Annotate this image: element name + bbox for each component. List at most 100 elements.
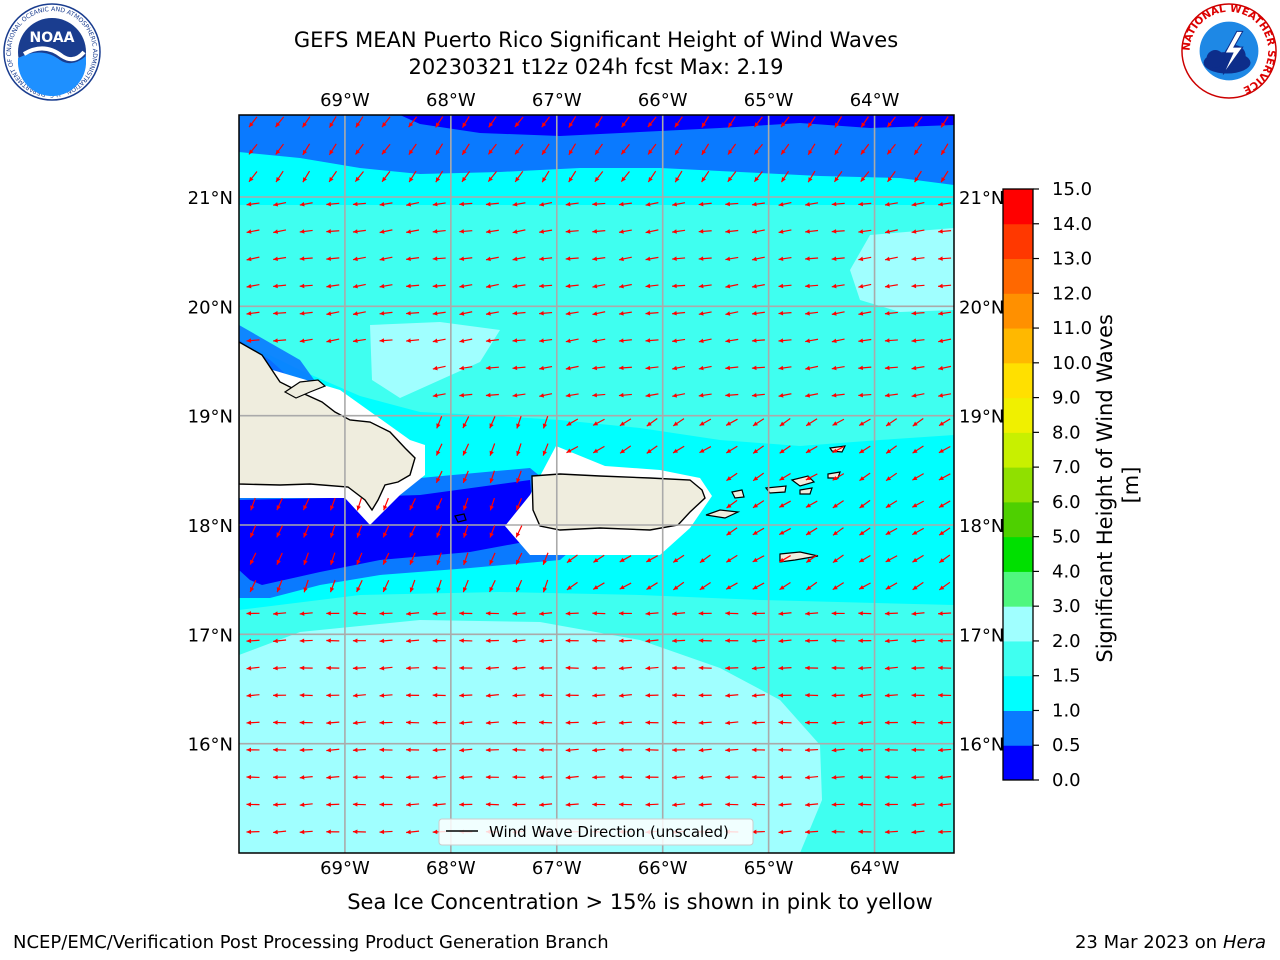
wave-arrow [512, 611, 526, 616]
colorbar-block [1003, 536, 1033, 572]
wave-arrow [592, 611, 606, 616]
wave-arrow [462, 416, 470, 429]
wave-arrow [408, 116, 418, 128]
wave-arrow [512, 693, 526, 698]
wave-arrow [592, 747, 606, 753]
wave-arrow [858, 229, 872, 234]
wave-arrow [489, 525, 496, 538]
wave-arrow [725, 774, 739, 780]
wave-arrow [751, 665, 765, 671]
wave-arrow [432, 229, 446, 234]
wave-arrow [751, 256, 765, 262]
wave-arrow [273, 665, 287, 671]
wave-arrow [805, 720, 819, 725]
wave-arrow [459, 392, 473, 398]
wave-arrow [805, 692, 819, 698]
wave-arrow [275, 116, 285, 128]
wave-arrow [303, 552, 309, 566]
lat-tick-label-left: 18°N [188, 516, 233, 537]
wave-arrow [911, 611, 925, 616]
wave-arrow [276, 525, 283, 538]
wave-arrow [246, 229, 260, 234]
wave-arrow [831, 611, 845, 616]
wave-arrow [539, 802, 553, 807]
map-plot-area [239, 115, 954, 853]
wave-arrow [645, 720, 659, 725]
wave-arrow [911, 256, 925, 261]
wave-arrow [911, 829, 925, 835]
wave-arrow [302, 170, 311, 183]
wave-arrow [432, 283, 446, 289]
wave-arrow [539, 338, 553, 343]
wave-arrow [911, 720, 925, 725]
wave-arrow [672, 581, 685, 591]
wave-arrow [725, 747, 739, 753]
wave-arrow [805, 418, 818, 427]
wave-arrow [516, 415, 522, 429]
wave-arrow [379, 774, 393, 780]
wave-arrow [379, 720, 393, 725]
lon-tick-label-top: 67°W [532, 90, 582, 111]
wave-arrow [672, 365, 686, 371]
lon-tick-label-bottom: 64°W [850, 858, 900, 879]
wave-arrow [885, 418, 898, 427]
wave-arrow [751, 338, 765, 343]
wave-arrow [406, 720, 420, 725]
wave-arrow [565, 256, 579, 261]
wave-arrow [489, 443, 496, 456]
wave-arrow [698, 393, 712, 398]
wave-arrow [542, 552, 549, 566]
lat-tick-label-right: 17°N [959, 625, 1004, 646]
colorbar-label: Significant Height of Wind Waves [m] [1093, 307, 1143, 662]
colorbar-block [1003, 397, 1033, 433]
wave-arrow [487, 143, 497, 155]
wave-arrow [299, 747, 313, 753]
wave-arrow [459, 802, 473, 807]
wave-arrow [565, 638, 579, 643]
wave-arrow [807, 116, 816, 128]
wave-arrow [725, 665, 739, 671]
wave-arrow [831, 392, 845, 398]
wave-arrow [326, 338, 340, 344]
colorbar-block [1003, 362, 1033, 399]
lat-tick-label-right: 20°N [959, 297, 1004, 318]
wave-arrow [512, 338, 526, 343]
wave-arrow [299, 283, 313, 289]
wave-arrow [646, 445, 658, 454]
colorbar-block [1003, 258, 1033, 294]
wave-arrow [698, 638, 712, 643]
wave-arrow [938, 229, 952, 234]
wave-arrow [273, 201, 287, 207]
wave-arrow [568, 116, 577, 128]
wave-arrow [886, 143, 896, 155]
wave-arrow [485, 665, 499, 671]
wave-arrow [911, 365, 925, 371]
wave-arrow [805, 747, 819, 753]
wave-arrow [459, 638, 473, 643]
wave-arrow [436, 525, 443, 538]
wave-arrow [805, 393, 819, 398]
wave-arrow [379, 665, 393, 671]
colorbar-tick-label: 10.0 [1052, 353, 1092, 374]
land-anegada [827, 471, 841, 479]
wave-arrow [381, 116, 391, 128]
wave-arrow [565, 201, 579, 207]
land-hispaniola [239, 341, 416, 512]
wave-arrow [938, 611, 952, 616]
wave-arrow [379, 638, 393, 644]
wave-arrow [355, 116, 364, 128]
wave-arrow [911, 775, 925, 780]
wave-arrow [379, 311, 393, 316]
colorbar-tick-label: 12.0 [1052, 283, 1092, 304]
wave-arrow [512, 311, 526, 316]
wave-arrow [698, 311, 712, 316]
wave-arrow [834, 143, 843, 156]
wave-arrow [276, 579, 283, 593]
wave-arrow [512, 638, 526, 644]
colorbar-tick-label: 5.0 [1052, 527, 1081, 548]
wave-arrow [751, 638, 765, 644]
wave-arrow [432, 393, 446, 398]
wave-arrow [752, 418, 765, 427]
lon-tick-label-top: 64°W [850, 90, 900, 111]
wave-arrow [618, 774, 632, 780]
